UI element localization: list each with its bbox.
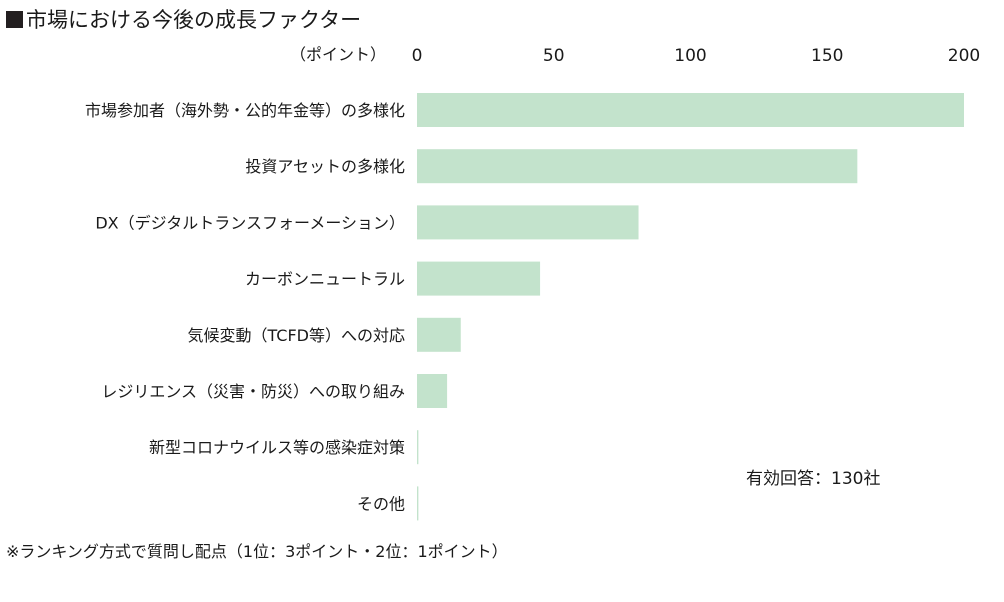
bar [417,261,541,296]
axis-unit-label: （ポイント） [290,45,386,64]
bar [417,374,448,408]
category-label: DX（デジタルトランスフォーメーション） [95,213,405,232]
category-label: レジリエンス（災害・防災）への取り組み [101,382,405,401]
x-tick-label: 100 [674,46,706,66]
footnote: ※ランキング方式で質問し配点（1位：3ポイント・2位：1ポイント） [6,542,508,561]
bar [417,317,461,352]
chart-title-text: 市場における今後の成長ファクター [26,8,362,32]
respondent-count: 有効回答：130社 [746,469,881,489]
bar [417,149,858,184]
bars [417,93,964,521]
category-label: 気候変動（TCFD等）への対応 [187,326,405,345]
x-tick-label: 150 [811,46,843,66]
category-label: 市場参加者（海外勢・公的年金等）の多様化 [85,101,405,120]
title-square-icon [6,11,23,28]
bar [417,205,639,240]
x-tick-labels: 0 50 100 150 200 [412,46,981,66]
bar [417,93,964,127]
category-label: 新型コロナウイルス等の感染症対策 [149,438,405,457]
x-tick-label: 200 [948,46,980,66]
bar [417,486,419,521]
category-label: カーボンニュートラル [245,270,405,289]
bar [417,430,419,465]
category-label: 投資アセットの多様化 [245,157,405,176]
chart-title: 市場における今後の成長ファクター [6,4,361,34]
x-tick-label: 50 [543,46,565,66]
category-label: その他 [357,494,405,513]
x-tick-label: 0 [412,46,423,66]
